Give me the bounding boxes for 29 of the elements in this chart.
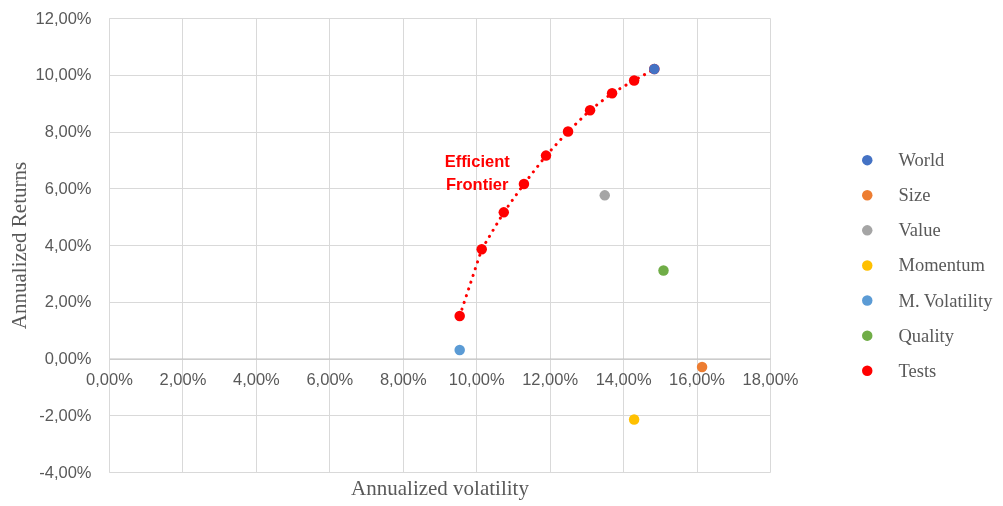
legend-label: Tests xyxy=(898,360,937,381)
x-tick-label: 0,00% xyxy=(86,370,134,388)
y-tick-label: 10,00% xyxy=(35,65,92,84)
x-tick-label: 4,00% xyxy=(232,370,281,388)
legend-label: Quality xyxy=(898,325,955,346)
x-tick-label: 2,00% xyxy=(159,370,207,388)
annotation: Efficient Frontier xyxy=(444,152,511,194)
legend-label: M. Volatility xyxy=(898,290,994,311)
x-tick-label: 8,00% xyxy=(379,370,427,388)
legend-label: World xyxy=(898,150,946,171)
y-tick-label: 12,00% xyxy=(35,8,92,27)
x-tick-label: 10,00% xyxy=(448,370,506,388)
x-tick-label: 18,00% xyxy=(742,370,799,388)
y-tick-label: 8,00% xyxy=(44,122,92,140)
x-tick-label: 6,00% xyxy=(306,370,354,388)
x-tick-label: 12,00% xyxy=(522,370,579,388)
legend-label: Momentum xyxy=(898,255,986,276)
y-tick-label: -4,00% xyxy=(39,462,92,481)
y-axis-title: Annualized Returns xyxy=(6,161,31,330)
y-tick-label: -2,00% xyxy=(39,405,92,424)
legend-label: Size xyxy=(898,185,931,206)
x-axis-title: Annualized volatility xyxy=(351,475,530,500)
x-tick-label: 16,00% xyxy=(669,370,726,388)
legend-label: Value xyxy=(898,220,941,241)
x-tick-label: 14,00% xyxy=(595,370,652,388)
y-tick-label: 6,00% xyxy=(44,178,92,197)
y-tick-label: 4,00% xyxy=(44,235,92,254)
y-tick-label: 2,00% xyxy=(44,292,92,311)
y-tick-label: 0,00% xyxy=(44,349,92,367)
